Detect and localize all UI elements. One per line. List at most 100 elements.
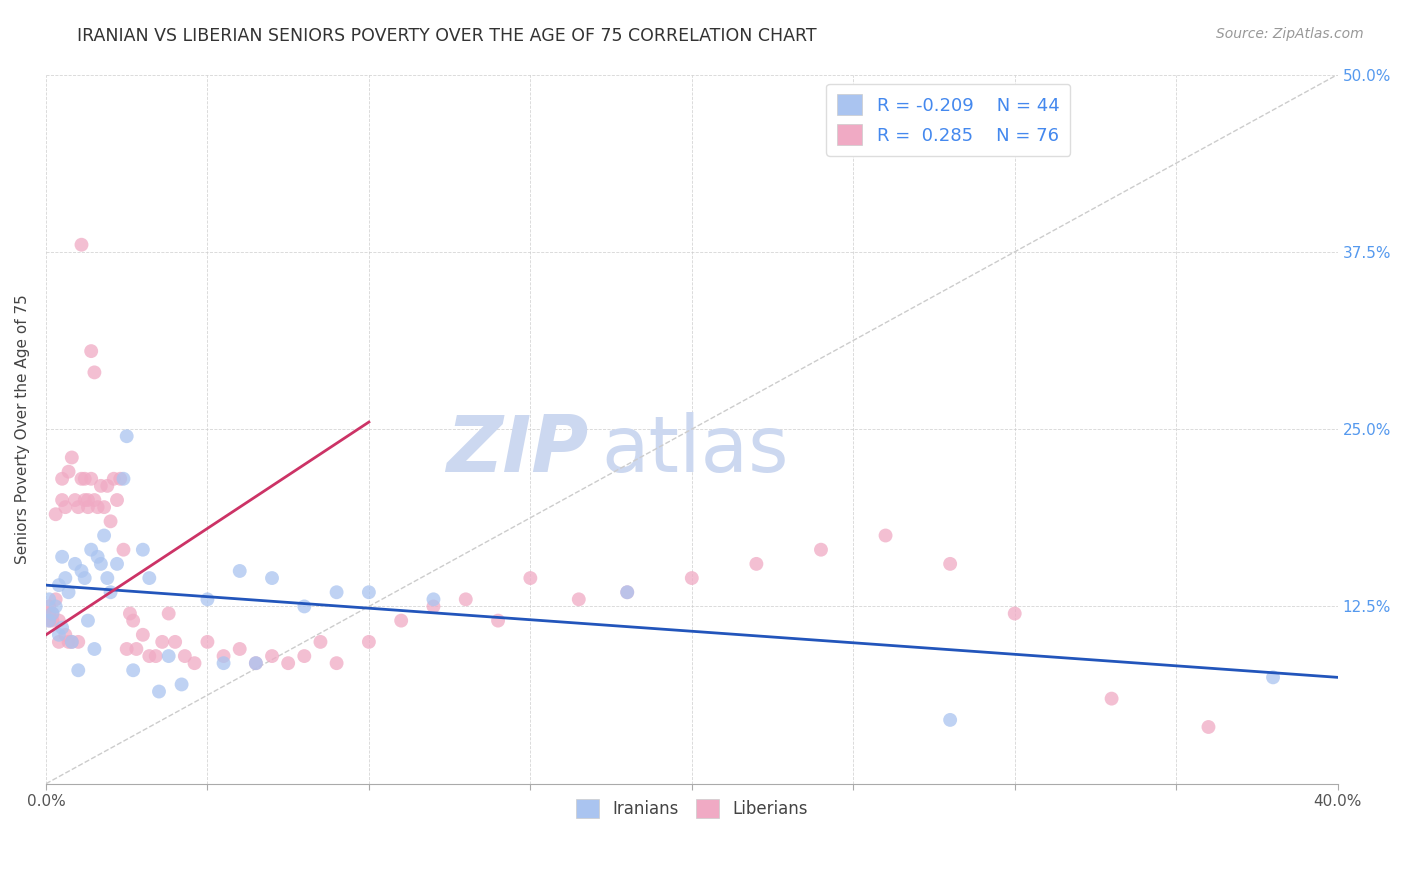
- Point: [157, 649, 180, 664]
- Point: [70, 564, 93, 578]
- Point: [148, 684, 170, 698]
- Point: [58, 635, 80, 649]
- Point: [60, 450, 83, 465]
- Point: [389, 614, 412, 628]
- Point: [73, 493, 96, 508]
- Point: [53, 628, 76, 642]
- Point: [132, 542, 155, 557]
- Point: [67, 663, 90, 677]
- Point: [197, 635, 219, 649]
- Point: [110, 472, 132, 486]
- Point: [80, 344, 103, 359]
- Point: [115, 642, 138, 657]
- Point: [38, 599, 60, 614]
- Point: [77, 614, 100, 628]
- Point: [325, 656, 347, 670]
- Point: [51, 549, 73, 564]
- Point: [325, 585, 347, 599]
- Point: [51, 493, 73, 508]
- Point: [58, 585, 80, 599]
- Point: [260, 571, 283, 585]
- Point: [1101, 691, 1123, 706]
- Point: [212, 649, 235, 664]
- Point: [115, 429, 138, 443]
- Point: [568, 592, 591, 607]
- Point: [112, 472, 135, 486]
- Point: [245, 656, 267, 670]
- Point: [422, 592, 444, 607]
- Point: [51, 472, 73, 486]
- Point: [41, 607, 63, 621]
- Point: [48, 614, 70, 628]
- Point: [51, 621, 73, 635]
- Point: [63, 493, 86, 508]
- Point: [228, 642, 250, 657]
- Point: [939, 557, 962, 571]
- Point: [48, 578, 70, 592]
- Point: [122, 663, 145, 677]
- Point: [157, 607, 180, 621]
- Point: [67, 500, 90, 515]
- Point: [90, 479, 112, 493]
- Point: [228, 564, 250, 578]
- Point: [60, 635, 83, 649]
- Point: [454, 592, 477, 607]
- Point: [48, 628, 70, 642]
- Point: [292, 649, 315, 664]
- Point: [73, 571, 96, 585]
- Point: [260, 649, 283, 664]
- Point: [38, 614, 60, 628]
- Legend: Iranians, Liberians: Iranians, Liberians: [569, 792, 814, 825]
- Point: [53, 500, 76, 515]
- Point: [86, 500, 108, 515]
- Point: [1261, 670, 1284, 684]
- Point: [616, 585, 638, 599]
- Point: [83, 365, 105, 379]
- Point: [45, 507, 67, 521]
- Point: [292, 599, 315, 614]
- Point: [112, 542, 135, 557]
- Point: [138, 649, 160, 664]
- Point: [70, 237, 93, 252]
- Point: [197, 592, 219, 607]
- Point: [70, 472, 93, 486]
- Point: [681, 571, 703, 585]
- Point: [939, 713, 962, 727]
- Point: [38, 607, 60, 621]
- Point: [132, 628, 155, 642]
- Point: [45, 599, 67, 614]
- Point: [77, 493, 100, 508]
- Point: [309, 635, 332, 649]
- Text: atlas: atlas: [602, 412, 789, 489]
- Point: [103, 472, 125, 486]
- Point: [80, 542, 103, 557]
- Point: [165, 635, 187, 649]
- Point: [38, 592, 60, 607]
- Point: [145, 649, 167, 664]
- Point: [90, 557, 112, 571]
- Point: [357, 585, 380, 599]
- Point: [41, 607, 63, 621]
- Point: [48, 635, 70, 649]
- Point: [875, 528, 897, 542]
- Point: [105, 493, 128, 508]
- Point: [53, 571, 76, 585]
- Point: [173, 649, 195, 664]
- Point: [616, 585, 638, 599]
- Point: [38, 614, 60, 628]
- Point: [118, 607, 141, 621]
- Point: [96, 571, 118, 585]
- Y-axis label: Seniors Poverty Over the Age of 75: Seniors Poverty Over the Age of 75: [15, 294, 30, 564]
- Point: [77, 500, 100, 515]
- Text: IRANIAN VS LIBERIAN SENIORS POVERTY OVER THE AGE OF 75 CORRELATION CHART: IRANIAN VS LIBERIAN SENIORS POVERTY OVER…: [77, 27, 817, 45]
- Point: [745, 557, 768, 571]
- Point: [810, 542, 832, 557]
- Point: [150, 635, 173, 649]
- Point: [96, 479, 118, 493]
- Point: [519, 571, 541, 585]
- Point: [1198, 720, 1220, 734]
- Point: [170, 677, 193, 691]
- Point: [125, 642, 148, 657]
- Point: [83, 642, 105, 657]
- Point: [212, 656, 235, 670]
